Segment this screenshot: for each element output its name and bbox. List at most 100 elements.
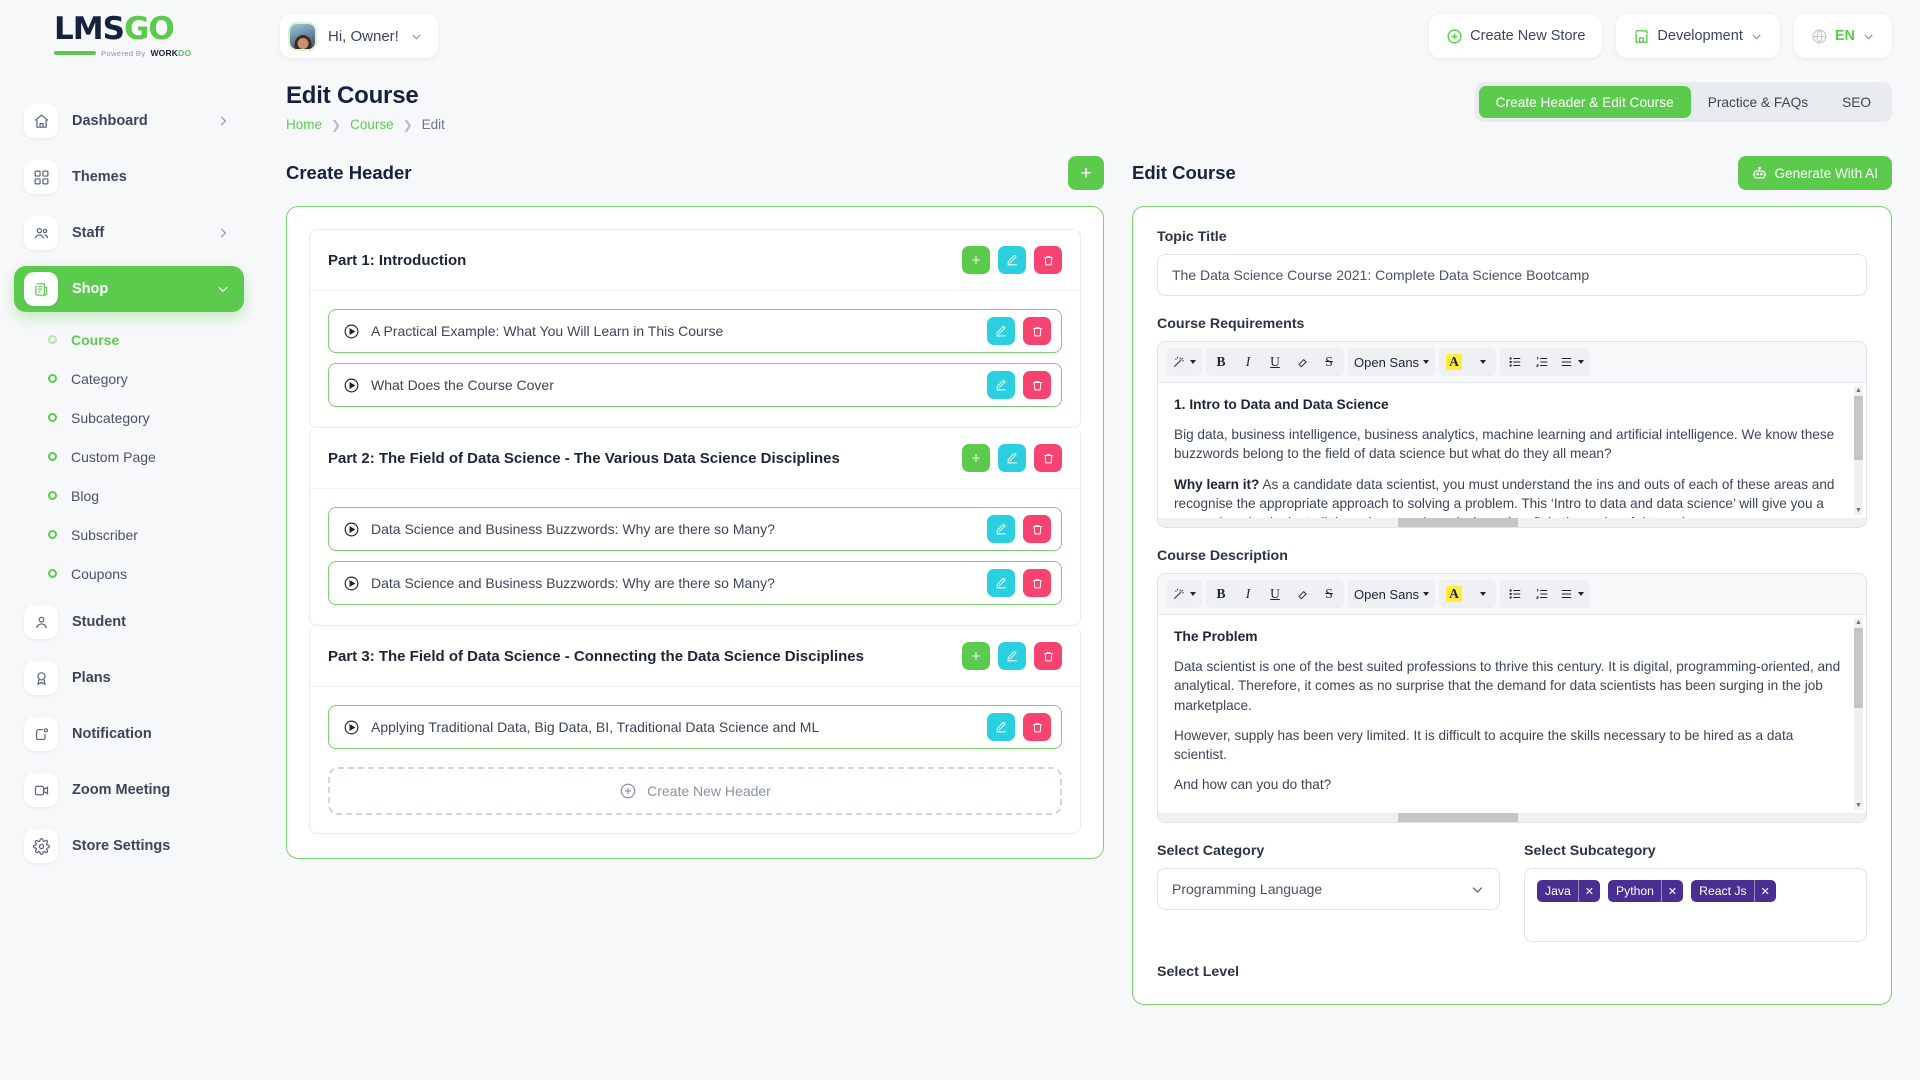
editor-vertical-scrollbar[interactable]: ▲ ▼ — [1854, 618, 1863, 810]
numbered-list-icon[interactable] — [1529, 582, 1555, 606]
sidebar-subitem-subscriber[interactable]: Subscriber — [22, 515, 244, 554]
edit-part-button[interactable] — [998, 642, 1026, 670]
create-new-header-button[interactable]: Create New Header — [328, 767, 1062, 815]
sidebar-item-store-settings[interactable]: Store Settings — [14, 823, 244, 869]
underline-button[interactable]: U — [1270, 586, 1280, 601]
underline-button[interactable]: U — [1270, 354, 1280, 369]
tab-practice-faqs[interactable]: Practice & FAQs — [1707, 94, 1809, 110]
magic-wand-icon[interactable] — [1168, 582, 1200, 606]
delete-part-button[interactable] — [1034, 444, 1062, 472]
edit-lecture-button[interactable] — [987, 569, 1015, 597]
sidebar-subitem-coupons[interactable]: Coupons — [22, 554, 244, 593]
strikethrough-button[interactable]: S — [1325, 586, 1333, 601]
tab-create-header-edit-course[interactable]: Create Header & Edit Course — [1478, 86, 1691, 118]
font-color-dropdown[interactable] — [1468, 350, 1494, 374]
scroll-up-arrow-icon[interactable]: ▲ — [1855, 619, 1862, 626]
edit-lecture-button[interactable] — [987, 515, 1015, 543]
tab-seo[interactable]: SEO — [1842, 94, 1871, 110]
font-color-dropdown[interactable] — [1468, 582, 1494, 606]
subcategory-tag[interactable]: Java ✕ — [1537, 880, 1600, 902]
font-color-button[interactable]: A — [1441, 350, 1467, 374]
strikethrough-button[interactable]: S — [1325, 354, 1333, 369]
delete-lecture-button[interactable] — [1023, 371, 1051, 399]
font-color-button[interactable]: A — [1441, 582, 1467, 606]
delete-lecture-button[interactable] — [1023, 317, 1051, 345]
lecture-row[interactable]: What Does the Course Cover — [328, 363, 1062, 407]
edit-lecture-button[interactable] — [987, 317, 1015, 345]
edit-lecture-button[interactable] — [987, 713, 1015, 741]
bold-button[interactable]: B — [1216, 354, 1226, 369]
sidebar-item-zoom-meeting[interactable]: Zoom Meeting — [14, 767, 244, 813]
scroll-down-arrow-icon[interactable]: ▼ — [1855, 507, 1862, 514]
sidebar-subitem-blog[interactable]: Blog — [22, 476, 244, 515]
add-lecture-button[interactable]: + — [962, 246, 990, 274]
create-new-store-button[interactable]: Create New Store — [1429, 14, 1603, 58]
add-header-button[interactable]: + — [1068, 156, 1104, 190]
magic-wand-icon[interactable] — [1168, 350, 1200, 374]
italic-button[interactable]: I — [1245, 586, 1251, 601]
sidebar-item-notification[interactable]: Notification — [14, 711, 244, 757]
sidebar-item-themes[interactable]: Themes — [14, 154, 244, 200]
sidebar-item-student[interactable]: Student — [14, 599, 244, 645]
scroll-down-arrow-icon[interactable]: ▼ — [1855, 802, 1862, 809]
add-lecture-button[interactable]: + — [962, 642, 990, 670]
remove-tag-icon[interactable]: ✕ — [1753, 880, 1776, 902]
select-category-dropdown[interactable]: Programming Language — [1157, 868, 1500, 910]
sidebar-subitem-category[interactable]: Category — [22, 359, 244, 398]
add-lecture-button[interactable]: + — [962, 444, 990, 472]
scrollbar-thumb[interactable] — [1854, 396, 1863, 460]
font-family-select[interactable]: Open Sans — [1350, 582, 1433, 606]
sidebar-subitem-course[interactable]: Course — [22, 320, 244, 359]
edit-part-button[interactable] — [998, 246, 1026, 274]
align-icon[interactable] — [1556, 582, 1588, 606]
editor-vertical-scrollbar[interactable]: ▲ ▼ — [1854, 386, 1863, 515]
sidebar-item-dashboard[interactable]: Dashboard — [14, 98, 244, 144]
remove-tag-icon[interactable]: ✕ — [1577, 880, 1600, 902]
delete-part-button[interactable] — [1034, 642, 1062, 670]
topic-title-input[interactable] — [1157, 254, 1867, 296]
italic-button[interactable]: I — [1245, 354, 1251, 369]
delete-part-button[interactable] — [1034, 246, 1062, 274]
editor-horizontal-scrollbar-thumb[interactable] — [1398, 518, 1518, 527]
store-selector-button[interactable]: Development — [1616, 14, 1780, 58]
eraser-icon[interactable] — [1289, 350, 1315, 374]
scrollbar-thumb[interactable] — [1854, 628, 1863, 708]
delete-lecture-button[interactable] — [1023, 713, 1051, 741]
delete-lecture-button[interactable] — [1023, 515, 1051, 543]
sidebar-subitem-label: Category — [71, 370, 128, 387]
bullet-list-icon[interactable] — [1502, 582, 1528, 606]
subcategory-tag[interactable]: Python ✕ — [1607, 880, 1684, 902]
delete-lecture-button[interactable] — [1023, 569, 1051, 597]
sidebar-item-plans[interactable]: Plans — [14, 655, 244, 701]
eraser-icon[interactable] — [1289, 582, 1315, 606]
course-requirements-content[interactable]: 1. Intro to Data and Data Science Big da… — [1158, 383, 1866, 518]
brand-logo[interactable]: LMS GO Powered By WORKDO — [0, 0, 258, 72]
numbered-list-icon[interactable] — [1529, 350, 1555, 374]
generate-with-ai-button[interactable]: Generate With AI — [1738, 156, 1892, 190]
select-subcategory-tagbox[interactable]: Java ✕ Python ✕ React Js ✕ — [1524, 868, 1867, 942]
sidebar-subitem-custom-page[interactable]: Custom Page — [22, 437, 244, 476]
editor-horizontal-scrollbar-thumb[interactable] — [1398, 813, 1518, 822]
remove-tag-icon[interactable]: ✕ — [1660, 880, 1683, 902]
sidebar-subitem-subcategory[interactable]: Subcategory — [22, 398, 244, 437]
language-selector-button[interactable]: EN — [1793, 14, 1892, 58]
lecture-row[interactable]: Applying Traditional Data, Big Data, BI,… — [328, 705, 1062, 749]
lecture-row[interactable]: Data Science and Business Buzzwords: Why… — [328, 561, 1062, 605]
breadcrumb-course[interactable]: Course — [350, 117, 394, 132]
bold-button[interactable]: B — [1216, 586, 1226, 601]
edit-lecture-button[interactable] — [987, 371, 1015, 399]
edit-part-button[interactable] — [998, 444, 1026, 472]
part-title: Part 3: The Field of Data Science - Conn… — [328, 647, 864, 665]
align-icon[interactable] — [1556, 350, 1588, 374]
sidebar-item-staff[interactable]: Staff — [14, 210, 244, 256]
lecture-row[interactable]: A Practical Example: What You Will Learn… — [328, 309, 1062, 353]
breadcrumb-home[interactable]: Home — [286, 117, 323, 132]
scroll-up-arrow-icon[interactable]: ▲ — [1855, 387, 1862, 394]
course-description-content[interactable]: The Problem Data scientist is one of the… — [1158, 615, 1866, 813]
sidebar-item-shop[interactable]: Shop — [14, 266, 244, 312]
font-family-select[interactable]: Open Sans — [1350, 350, 1433, 374]
subcategory-tag[interactable]: React Js ✕ — [1691, 880, 1776, 902]
lecture-row[interactable]: Data Science and Business Buzzwords: Why… — [328, 507, 1062, 551]
user-menu-button[interactable]: Hi, Owner! — [280, 14, 438, 58]
bullet-list-icon[interactable] — [1502, 350, 1528, 374]
